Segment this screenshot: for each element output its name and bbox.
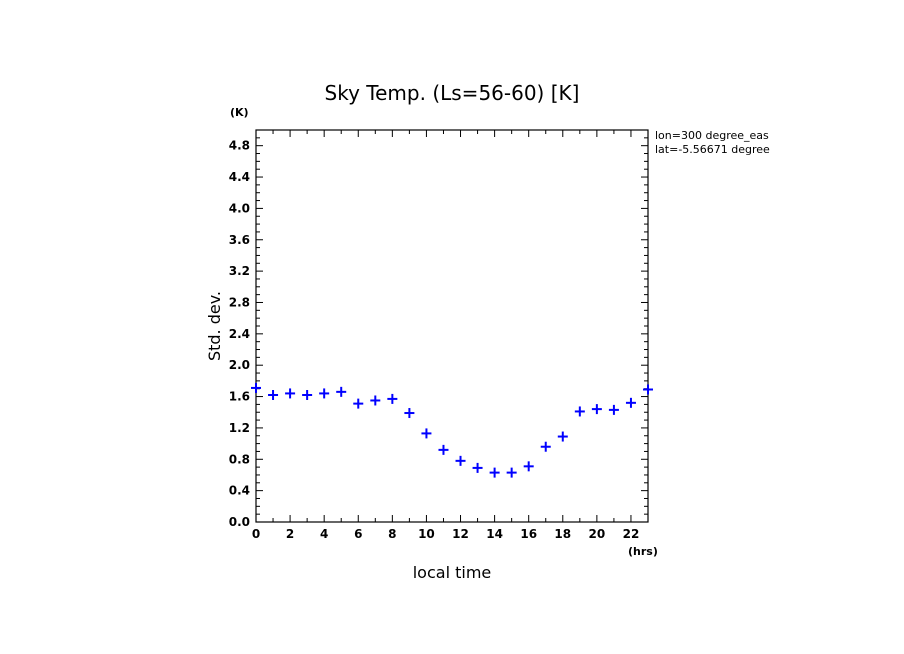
y-tick-label: 1.2 <box>229 421 250 435</box>
y-tick-label: 2.0 <box>229 358 250 372</box>
data-point <box>574 406 585 417</box>
y-tick-label: 0.0 <box>229 515 250 529</box>
y-tick-label: 4.8 <box>229 139 250 153</box>
data-point <box>319 388 330 399</box>
x-tick-label: 14 <box>486 527 503 541</box>
data-point <box>302 389 313 400</box>
x-tick-label: 12 <box>452 527 469 541</box>
data-point <box>404 408 415 419</box>
axis-ticks: 0 2 4 6 8 10 12 14 16 18 20 22 0.0 0.4 0.8 1.2 1.6 2.0 2.4… <box>229 129 649 541</box>
data-point <box>268 389 279 400</box>
y-tick-label: 1.6 <box>229 390 250 404</box>
data-point <box>608 404 619 415</box>
data-point <box>336 386 347 397</box>
x-tick-label: 0 <box>252 527 260 541</box>
x-tick-label: 20 <box>589 527 606 541</box>
data-point <box>489 467 500 478</box>
data-point <box>387 393 398 404</box>
x-axis-label: local time <box>413 563 492 582</box>
annotation-lon: lon=300 degree_eas <box>655 129 769 142</box>
x-tick-label: 6 <box>354 527 362 541</box>
axes <box>255 129 649 523</box>
x-tick-label: 10 <box>418 527 435 541</box>
x-unit-label: (hrs) <box>628 545 658 558</box>
x-tick-label: 4 <box>320 527 328 541</box>
data-point <box>523 461 534 472</box>
data-point <box>625 397 636 408</box>
y-axis-label: Std. dev. <box>205 291 224 361</box>
y-tick-label: 0.4 <box>229 484 250 498</box>
data-point <box>591 404 602 415</box>
data-point <box>643 384 653 395</box>
plot-frame <box>255 129 649 523</box>
y-tick-label: 4.0 <box>229 201 250 215</box>
data-point <box>557 431 568 442</box>
data-point <box>353 398 364 409</box>
data-point <box>540 441 551 452</box>
data-point <box>438 444 449 455</box>
y-unit-label: (K) <box>230 106 249 119</box>
y-tick-label: 2.8 <box>229 295 250 309</box>
data-point <box>421 428 432 439</box>
x-tick-label: 18 <box>554 527 571 541</box>
data-point <box>455 455 466 466</box>
x-tick-label: 16 <box>520 527 537 541</box>
x-tick-label: 2 <box>286 527 294 541</box>
data-point <box>472 462 483 473</box>
x-tick-label: 22 <box>623 527 640 541</box>
chart-title: Sky Temp. (Ls=56-60) [K] <box>325 81 580 105</box>
y-tick-label: 3.2 <box>229 264 250 278</box>
y-tick-label: 0.8 <box>229 452 250 466</box>
x-tick-label: 8 <box>388 527 396 541</box>
data-point <box>285 388 296 399</box>
data-points <box>251 382 653 478</box>
data-point <box>506 467 517 478</box>
annotation-lat: lat=-5.56671 degree <box>655 143 770 156</box>
data-point <box>251 382 261 393</box>
y-tick-label: 4.4 <box>229 170 250 184</box>
y-tick-label: 3.6 <box>229 233 250 247</box>
data-point <box>370 395 381 406</box>
y-tick-label: 2.4 <box>229 327 250 341</box>
